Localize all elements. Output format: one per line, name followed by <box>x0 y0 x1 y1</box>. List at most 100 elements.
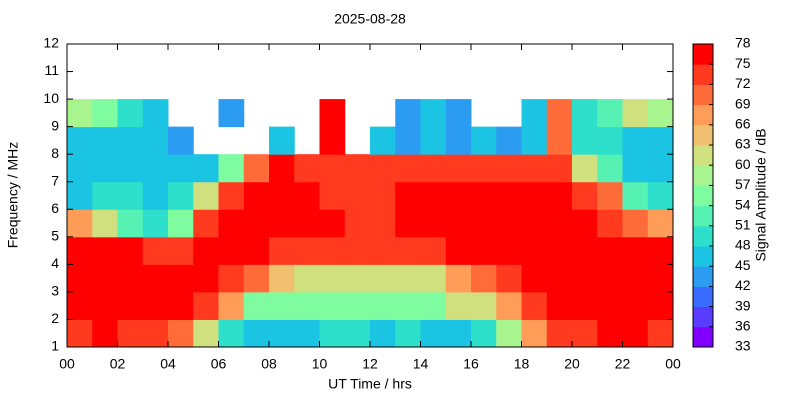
x-tick-label: 06 <box>211 356 227 372</box>
x-tick-label: 14 <box>413 356 429 372</box>
heat-cell <box>243 291 270 320</box>
colorbar-segment <box>693 286 713 308</box>
heat-cell <box>142 319 169 348</box>
colorbar-tick-label: 51 <box>735 217 751 233</box>
heat-cell <box>370 319 396 348</box>
x-tick-label: 20 <box>564 356 580 372</box>
heat-cell <box>496 319 522 348</box>
heat-cell <box>471 181 497 210</box>
heat-cell <box>218 236 245 265</box>
heat-cell <box>597 181 623 210</box>
colorbar-tick-label: 75 <box>735 55 751 71</box>
heat-cell <box>546 154 573 183</box>
heat-cell <box>370 264 396 293</box>
heat-cell <box>269 154 295 183</box>
y-tick-label: 12 <box>43 35 59 51</box>
y-tick-label: 7 <box>51 172 59 188</box>
heat-cell <box>622 236 649 265</box>
heat-cell <box>546 181 573 210</box>
heat-cell <box>168 319 194 348</box>
heat-cell <box>521 154 548 183</box>
heat-cell <box>67 99 93 128</box>
colorbar-tick-label: 36 <box>735 318 751 334</box>
heat-cell <box>546 126 573 155</box>
heat-cell <box>243 154 270 183</box>
heat-cell <box>344 209 371 238</box>
heat-cell <box>92 291 118 320</box>
y-tick-label: 2 <box>51 310 59 326</box>
colorbar-segment <box>693 185 713 207</box>
heat-cell <box>370 291 396 320</box>
heat-cell <box>218 264 245 293</box>
heat-cell <box>496 209 522 238</box>
heat-cell <box>395 126 421 155</box>
colorbar-tick-label: 60 <box>735 156 751 172</box>
heat-cell <box>445 126 472 155</box>
x-tick-label: 22 <box>615 356 631 372</box>
heat-cell <box>269 319 295 348</box>
heat-cell <box>395 236 421 265</box>
heat-cell <box>218 99 245 128</box>
heat-cell <box>647 99 674 128</box>
heat-cell <box>546 319 573 348</box>
heat-cell <box>647 291 674 320</box>
heat-cell <box>193 209 219 238</box>
colorbar-segment <box>693 124 713 146</box>
heat-cell <box>269 181 295 210</box>
heat-cell <box>496 181 522 210</box>
colorbar-segment <box>693 326 713 348</box>
x-tick-label: 08 <box>261 356 277 372</box>
heat-cell <box>294 264 320 293</box>
x-tick-label: 02 <box>110 356 126 372</box>
heat-cell <box>420 319 447 348</box>
heat-cell <box>622 209 649 238</box>
heat-cell <box>218 181 245 210</box>
heat-cell <box>294 154 320 183</box>
heat-cell <box>597 264 623 293</box>
colorbar-tick-label: 33 <box>735 338 751 354</box>
heat-cell <box>319 319 346 348</box>
heat-cell <box>243 319 270 348</box>
x-tick-label: 10 <box>312 356 328 372</box>
heat-cell <box>193 181 219 210</box>
heat-cell <box>370 209 396 238</box>
heat-cell <box>142 264 169 293</box>
heat-cell <box>546 291 573 320</box>
heat-cell <box>92 264 118 293</box>
heat-cell <box>597 154 623 183</box>
heat-cell <box>647 209 674 238</box>
heat-cell <box>420 181 447 210</box>
heat-cell <box>294 319 320 348</box>
heat-cell <box>496 264 522 293</box>
colorbar-segment <box>693 84 713 106</box>
heat-cell <box>395 291 421 320</box>
heat-cell <box>218 291 245 320</box>
heat-cell <box>546 99 573 128</box>
colorbar-segment <box>693 246 713 267</box>
heat-cell <box>294 181 320 210</box>
heat-cell <box>496 236 522 265</box>
heat-cell <box>622 99 649 128</box>
heat-cell <box>395 181 421 210</box>
heat-cell <box>92 209 118 238</box>
heat-cell <box>546 236 573 265</box>
heat-cell <box>117 154 144 183</box>
heat-cell <box>572 126 598 155</box>
colorbar-tick-label: 78 <box>735 35 751 51</box>
heat-cell <box>647 236 674 265</box>
heat-cell <box>142 126 169 155</box>
heat-cell <box>269 126 295 155</box>
heat-cell <box>117 319 144 348</box>
colorbar-segment <box>693 205 713 227</box>
heat-cell <box>344 319 371 348</box>
heat-cell <box>445 264 472 293</box>
heat-cell <box>142 209 169 238</box>
heat-cell <box>370 236 396 265</box>
heat-cell <box>572 99 598 128</box>
y-tick-label: 9 <box>51 117 59 133</box>
x-axis-label: UT Time / hrs <box>328 376 412 392</box>
heat-cell <box>117 209 144 238</box>
colorbar-tick-label: 69 <box>735 95 751 111</box>
x-tick-label: 12 <box>362 356 378 372</box>
y-axis-label: Frequency / MHz <box>5 142 21 249</box>
